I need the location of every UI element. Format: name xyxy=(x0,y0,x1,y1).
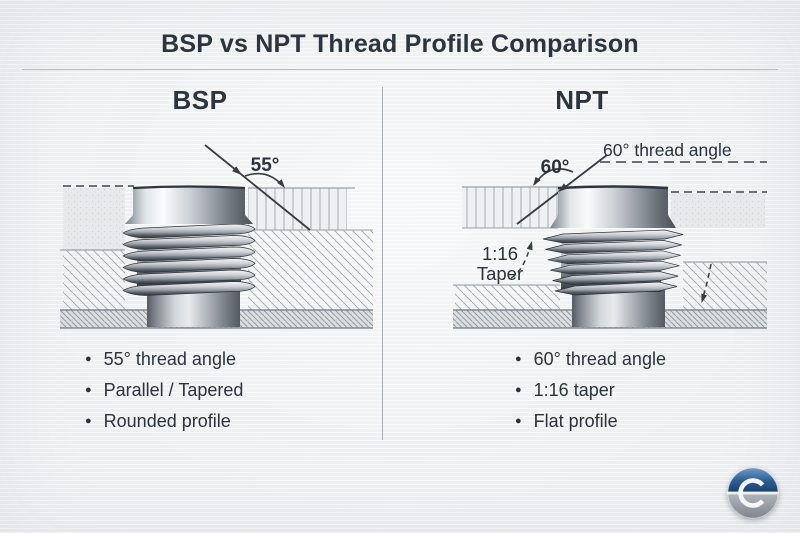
bullet-icon: ● xyxy=(515,415,522,427)
npt-heading: NPT xyxy=(555,85,609,115)
npt-feature-list: ● 60° thread angle ● 1:16 taper ● Flat prof… xyxy=(515,344,666,437)
npt-taper-label-line2: Taper xyxy=(477,263,523,284)
npt-stipple-region xyxy=(671,193,765,228)
npt-bullet-text: Flat profile xyxy=(533,411,618,431)
bsp-heading: BSP xyxy=(172,85,228,115)
npt-thread-angle-callout: 60° thread angle xyxy=(558,140,767,192)
npt-arc-arrowhead xyxy=(533,176,541,186)
bsp-left-hatch xyxy=(60,249,125,310)
bsp-feature-list: ● 55° thread angle ● Parallel / Tapered ● R… xyxy=(85,344,243,437)
bsp-bullet-text: 55° thread angle xyxy=(103,349,236,369)
npt-taper-label-line1: 1:16 xyxy=(482,243,518,264)
npt-bullet-text: 60° thread angle xyxy=(533,349,666,369)
npt-callout-label: 60° thread angle xyxy=(603,140,732,160)
list-item: ● Flat profile xyxy=(515,406,666,437)
bsp-angle-label: 55° xyxy=(251,155,280,176)
bsp-right-hatch xyxy=(248,230,373,310)
list-item: ● Rounded profile xyxy=(85,406,243,437)
npt-flank-arrowhead xyxy=(558,183,568,192)
bullet-icon: ● xyxy=(85,415,92,427)
bsp-top-cylinder xyxy=(125,185,253,224)
npt-angle-label: 60° xyxy=(541,157,570,178)
npt-down-arrowhead xyxy=(701,293,708,303)
npt-top-cylinder xyxy=(550,185,676,228)
c-logo-icon xyxy=(727,467,779,519)
npt-taper-arrowhead xyxy=(526,241,533,251)
title-divider xyxy=(22,69,778,70)
list-item: ● 55° thread angle xyxy=(85,344,243,375)
npt-taper-direction-arrow xyxy=(701,263,712,303)
bsp-threads xyxy=(122,223,256,296)
bullet-icon: ● xyxy=(515,353,522,365)
list-item: ● 60° thread angle xyxy=(515,344,666,375)
bullet-icon: ● xyxy=(515,384,522,396)
bullet-icon: ● xyxy=(85,384,92,396)
bsp-bullet-text: Parallel / Tapered xyxy=(103,380,244,400)
npt-angle-annotation: 60° xyxy=(533,157,574,186)
bsp-angle-annotation: 55° xyxy=(204,144,311,231)
bullet-icon: ● xyxy=(85,353,92,365)
list-item: ● 1:16 taper xyxy=(515,375,666,406)
bsp-stipple-region xyxy=(63,188,125,250)
list-item: ● Parallel / Tapered xyxy=(85,375,243,406)
npt-threads xyxy=(542,229,684,296)
column-divider xyxy=(382,87,383,440)
npt-bullet-text: 1:16 taper xyxy=(533,380,615,400)
npt-taper-annotation: 1:16 Taper xyxy=(477,241,533,284)
npt-vertical-band xyxy=(462,186,558,229)
npt-left-hatch xyxy=(453,284,560,310)
bsp-angle-arrowhead xyxy=(232,166,242,175)
npt-right-hatch xyxy=(683,261,767,310)
bsp-arc-arrowhead xyxy=(277,179,285,188)
bsp-thread-diagram: 55° xyxy=(60,144,373,329)
page-title: BSP vs NPT Thread Profile Comparison xyxy=(161,30,639,58)
bsp-bullet-text: Rounded profile xyxy=(103,411,231,431)
npt-thread-diagram: 60° thread angle 60° 1:16 Taper xyxy=(453,140,767,329)
